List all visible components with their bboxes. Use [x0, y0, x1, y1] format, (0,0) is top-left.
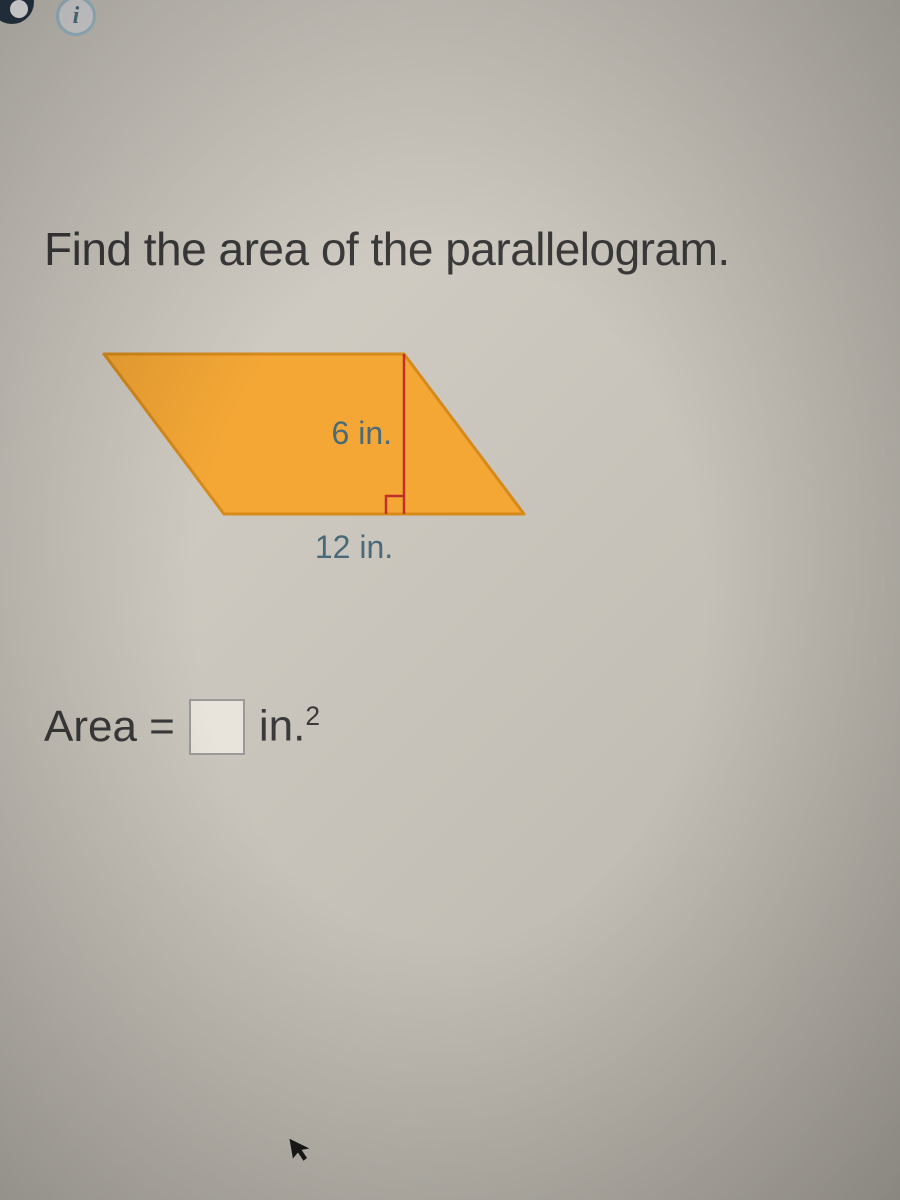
unit-base: in. [259, 702, 305, 751]
info-icon-glyph: i [73, 3, 80, 30]
info-icon[interactable]: i [56, 0, 96, 36]
answer-prefix: Area = [44, 702, 175, 752]
svg-text:12 in.: 12 in. [315, 529, 393, 565]
cursor-icon [287, 1133, 315, 1171]
answer-row: Area = in.2 [44, 699, 860, 755]
unit-exponent: 2 [305, 701, 320, 731]
question-text: Find the area of the parallelogram. [44, 220, 860, 280]
svg-text:6 in.: 6 in. [332, 415, 392, 451]
parallelogram-diagram: 6 in. 12 in. [64, 344, 860, 579]
question-number-icon [0, 0, 34, 24]
area-input[interactable] [189, 699, 245, 755]
answer-unit: in.2 [259, 701, 320, 752]
